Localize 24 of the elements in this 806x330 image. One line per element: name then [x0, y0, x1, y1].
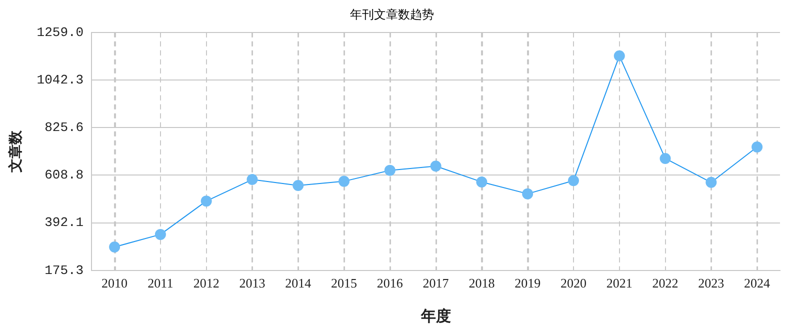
- y-tick-label: 825.6: [44, 120, 84, 136]
- x-tick-label: 2023: [698, 276, 724, 291]
- chart-title: 年刊文章数趋势: [350, 7, 434, 22]
- x-tick-label: 2012: [193, 276, 220, 291]
- y-tick-label: 1042.3: [36, 72, 84, 88]
- y-tick-label: 608.8: [44, 168, 84, 183]
- x-tick-label: 2015: [331, 276, 358, 291]
- x-tick-label: 2011: [148, 276, 174, 291]
- x-tick-label: 2021: [606, 276, 632, 291]
- x-tick-label: 2016: [376, 276, 404, 291]
- x-tick-label: 2013: [239, 276, 266, 291]
- x-tick-label: 2018: [468, 276, 495, 291]
- x-tick-label: 2020: [560, 276, 586, 291]
- y-tick-label: 1259.0: [36, 24, 84, 40]
- x-tick-label: 2019: [514, 276, 541, 291]
- y-tick-label: 175.3: [44, 262, 84, 278]
- y-tick-label: 392.1: [44, 215, 84, 230]
- x-tick-label: 2022: [652, 276, 678, 291]
- y-axis-title: 文章数: [7, 129, 24, 174]
- x-tick-label: 2014: [285, 276, 312, 291]
- x-tick-label: 2017: [422, 276, 450, 291]
- x-tick-label: 2024: [744, 276, 771, 291]
- x-axis-title: 年度: [420, 306, 451, 325]
- x-tick-label: 2010: [102, 276, 128, 291]
